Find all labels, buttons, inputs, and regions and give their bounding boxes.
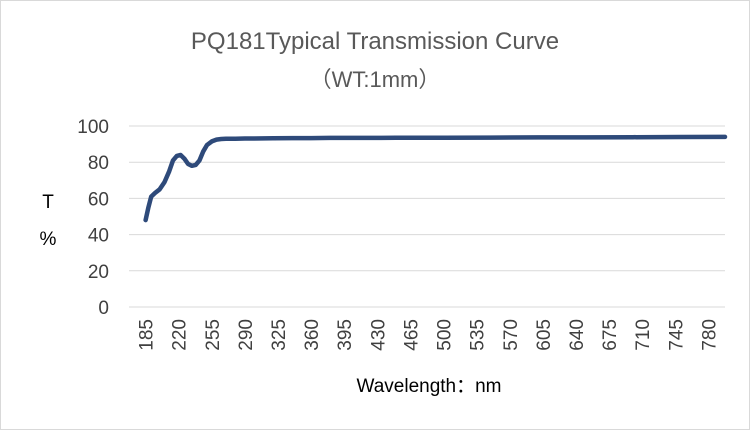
y-tick-label: 0 — [98, 298, 109, 319]
x-tick-label: 640 — [567, 319, 588, 351]
y-tick-label: 40 — [88, 226, 109, 247]
chart-title: PQ181Typical Transmission Curve — [191, 28, 559, 55]
x-tick-label: 675 — [600, 319, 621, 351]
x-tick-label: 220 — [170, 319, 191, 351]
x-tick-label: 395 — [335, 319, 356, 351]
x-axis-ticks: 185 220 255 290 325 360 395 430 465 500 535 570 605 6… — [137, 319, 721, 351]
x-tick-label: 780 — [699, 319, 720, 351]
x-tick-label: 500 — [435, 319, 456, 351]
x-tick-label: 710 — [633, 319, 654, 351]
x-tick-label: 325 — [269, 319, 290, 351]
x-tick-label: 185 — [137, 319, 158, 351]
x-tick-label: 430 — [368, 319, 389, 351]
x-tick-label: 745 — [666, 319, 687, 351]
y-tick-label: 20 — [88, 262, 109, 283]
x-tick-label: 255 — [203, 319, 224, 351]
series-line-transmission — [143, 134, 728, 223]
series-layer — [143, 134, 728, 223]
x-tick-label: 360 — [302, 319, 323, 351]
x-axis-label: Wavelength：nm — [356, 376, 501, 397]
x-tick-label: 290 — [236, 319, 257, 351]
x-tick-label: 465 — [401, 319, 422, 351]
y-axis-ticks: 0 20 40 60 80 100 — [77, 117, 109, 319]
x-tick-label: 570 — [501, 319, 522, 351]
gridlines — [129, 125, 725, 308]
y-axis-label-percent: % — [40, 229, 57, 250]
y-tick-label: 80 — [88, 153, 109, 174]
x-tick-label: 535 — [468, 319, 489, 351]
chart-subtitle: （WT:1mm） — [310, 67, 441, 92]
y-axis-label-t: T — [42, 192, 54, 213]
y-tick-label: 60 — [88, 189, 109, 210]
x-tick-label: 605 — [534, 319, 555, 351]
y-tick-label: 100 — [77, 117, 109, 138]
